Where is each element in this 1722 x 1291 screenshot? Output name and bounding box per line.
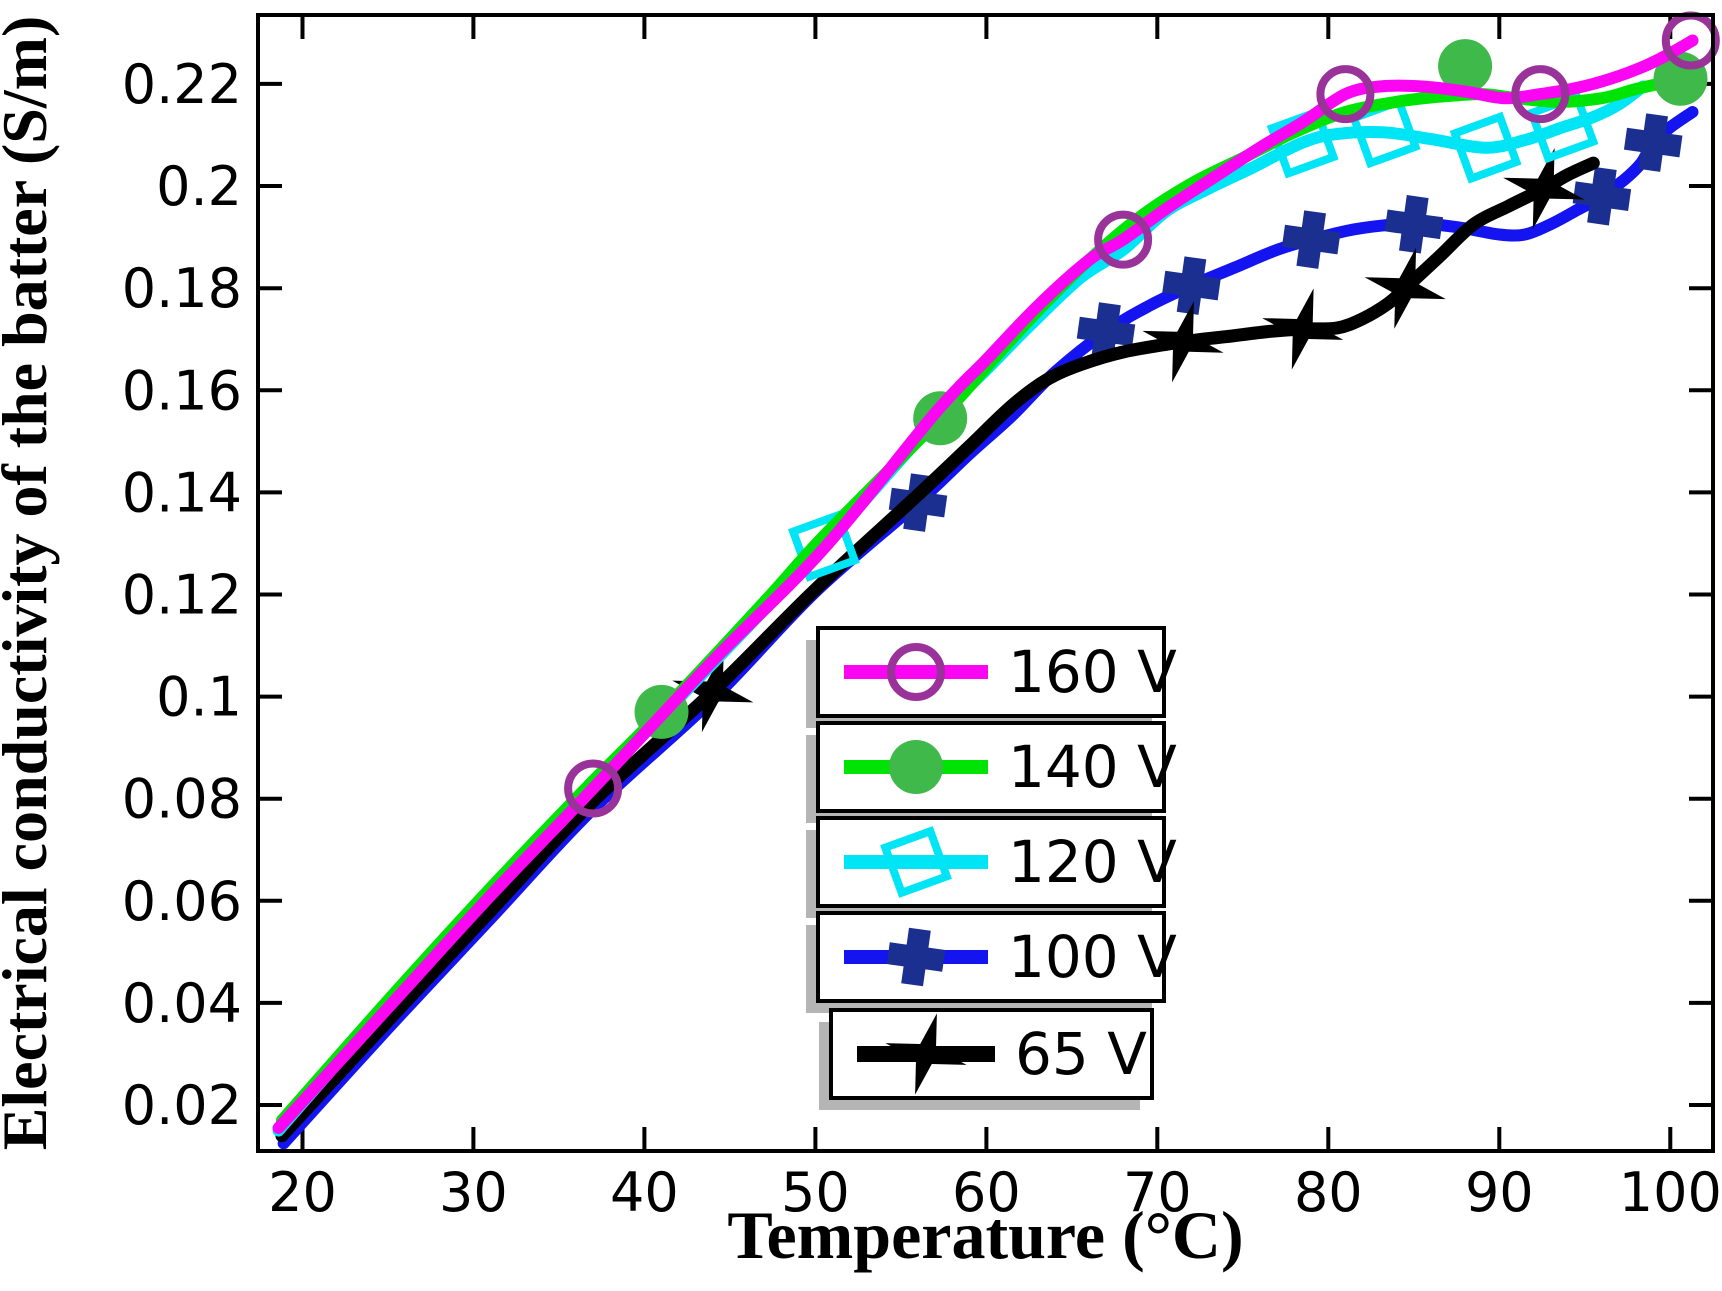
y-tick-label-0.22: 0.22 (122, 53, 242, 116)
series-marker-100v-4 (1384, 195, 1444, 254)
series-marker-160v-2 (1316, 65, 1375, 124)
x-tick-label-60: 60 (952, 1161, 1021, 1224)
x-axis-title: Temperature (°C) (727, 1197, 1243, 1273)
series-marker-160v-1 (1094, 210, 1153, 269)
y-tick-label-0.02: 0.02 (122, 1074, 242, 1137)
y-tick-label-0.18: 0.18 (122, 257, 242, 320)
y-tick-label-0.1: 0.1 (156, 666, 242, 729)
series-marker-65v-3 (1364, 247, 1446, 329)
legend-label-100v: 100 V (1008, 923, 1177, 991)
series-marker-100v-1 (1076, 302, 1136, 361)
series-marker-120v-1 (1266, 106, 1339, 179)
x-tick-label-100: 100 (1619, 1161, 1722, 1224)
x-tick-label-30: 30 (439, 1161, 508, 1224)
series-line-160v (272, 34, 1699, 1134)
series-marker-120v-3 (1449, 111, 1522, 184)
series-marker-65v-0 (672, 650, 754, 733)
legend-label-160v: 160 V (1008, 638, 1177, 706)
y-tick-label-0.04: 0.04 (122, 972, 242, 1035)
y-tick-label-0.12: 0.12 (122, 564, 242, 627)
y-tick-label-0.16: 0.16 (122, 359, 242, 422)
legend-label-120v: 120 V (1008, 828, 1177, 896)
series-marker-160v-0 (564, 759, 623, 818)
legend-marker-160v (887, 643, 945, 701)
y-tick-label-0.2: 0.2 (156, 155, 242, 218)
legend-marker-140v (889, 740, 943, 794)
legend-marker-65v (885, 1013, 967, 1095)
plot-border (256, 13, 1715, 1153)
legend-label-65v: 65 V (1015, 1020, 1147, 1088)
x-tick-label-80: 80 (1294, 1161, 1363, 1224)
legend-marker-120v (880, 826, 952, 898)
series-marker-100v-6 (1623, 113, 1683, 172)
x-tick-label-90: 90 (1465, 1161, 1534, 1224)
legend-box-100v (816, 911, 1166, 1003)
series-marker-100v-2 (1162, 256, 1221, 315)
series-marker-65v-4 (1503, 148, 1585, 230)
series-marker-65v-2 (1262, 288, 1344, 370)
series-marker-100v-5 (1572, 166, 1632, 226)
series-marker-65v-1 (1142, 301, 1224, 383)
y-axis-title: Electrical conductivity of the batter (S… (0, 16, 60, 1151)
series-marker-140v-2 (1438, 39, 1493, 94)
x-tick-label-40: 40 (610, 1161, 679, 1224)
legend-marker-100v (886, 927, 946, 987)
series-marker-160v-3 (1511, 65, 1570, 124)
y-tick-label-0.06: 0.06 (122, 870, 242, 933)
y-tick-label-0.08: 0.08 (122, 768, 242, 831)
series-marker-100v-3 (1281, 210, 1341, 269)
series-line-65v (275, 156, 1600, 1143)
legend-label-140v: 140 V (1008, 733, 1177, 801)
y-tick-label-0.14: 0.14 (122, 461, 242, 524)
x-tick-label-20: 20 (268, 1161, 337, 1224)
x-tick-label-70: 70 (1123, 1161, 1192, 1224)
x-tick-label-50: 50 (781, 1161, 850, 1224)
